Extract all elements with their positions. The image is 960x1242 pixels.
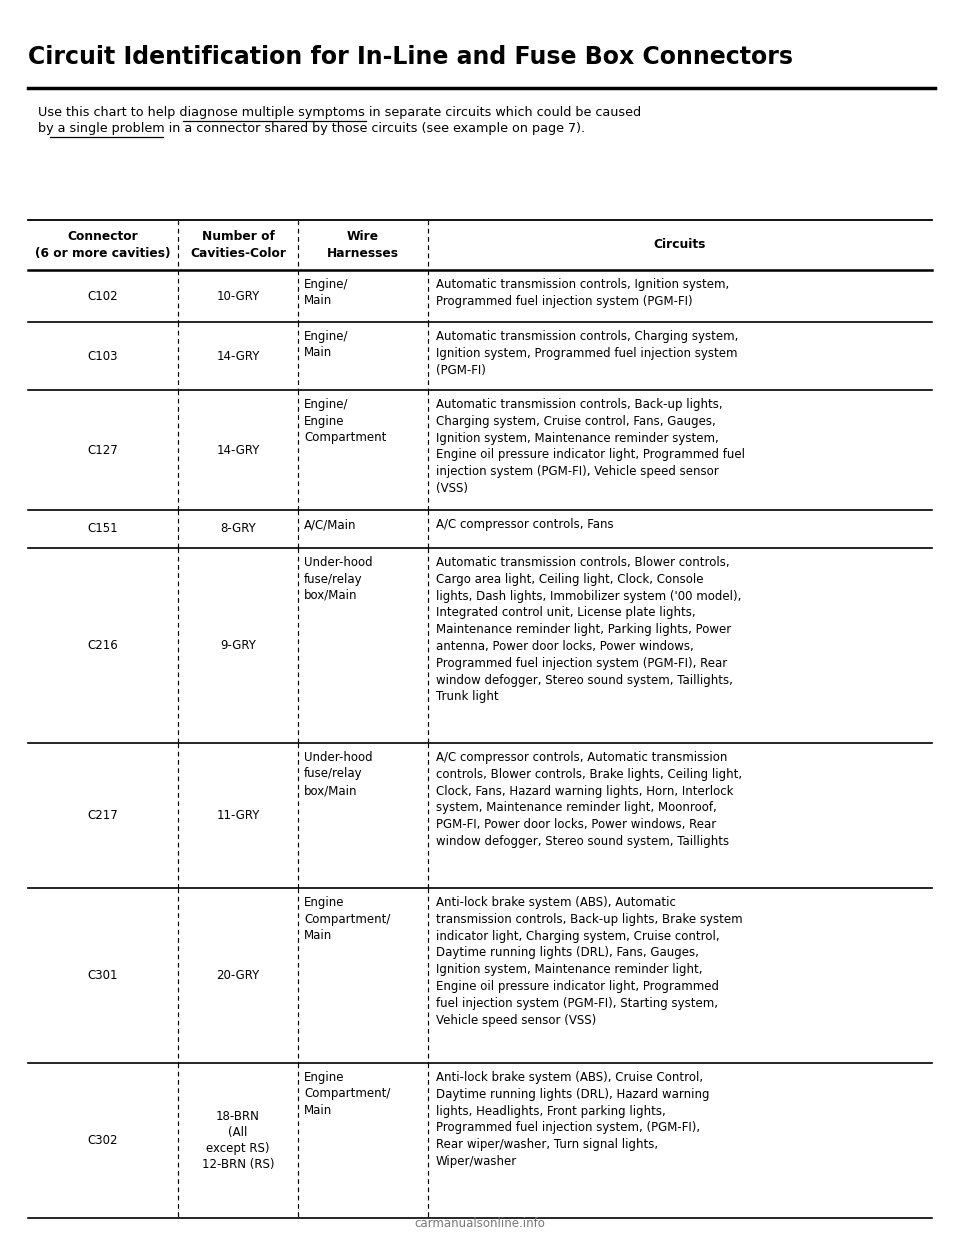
Text: carmanualsonline.info: carmanualsonline.info bbox=[415, 1217, 545, 1230]
Text: Number of
Cavities-Color: Number of Cavities-Color bbox=[190, 230, 286, 260]
Text: Anti-lock brake system (ABS), Automatic
transmission controls, Back-up lights, B: Anti-lock brake system (ABS), Automatic … bbox=[436, 895, 743, 1027]
Text: C217: C217 bbox=[87, 809, 118, 822]
Text: Engine/
Main: Engine/ Main bbox=[304, 330, 348, 359]
Text: 18-BRN
(All
except RS)
12-BRN (RS): 18-BRN (All except RS) 12-BRN (RS) bbox=[202, 1110, 275, 1171]
Text: C216: C216 bbox=[87, 638, 118, 652]
Text: Engine
Compartment/
Main: Engine Compartment/ Main bbox=[304, 1071, 391, 1117]
Text: Engine
Compartment/
Main: Engine Compartment/ Main bbox=[304, 895, 391, 941]
Text: 11-GRY: 11-GRY bbox=[216, 809, 260, 822]
Text: 9-GRY: 9-GRY bbox=[220, 638, 256, 652]
Text: by a single problem in a connector shared by those circuits (see example on page: by a single problem in a connector share… bbox=[38, 122, 586, 135]
Text: A/C compressor controls, Automatic transmission
controls, Blower controls, Brake: A/C compressor controls, Automatic trans… bbox=[436, 751, 742, 848]
Text: Circuits: Circuits bbox=[654, 238, 707, 251]
Text: Circuit Identification for In-Line and Fuse Box Connectors: Circuit Identification for In-Line and F… bbox=[28, 45, 793, 70]
Text: Engine/
Engine
Compartment: Engine/ Engine Compartment bbox=[304, 397, 386, 443]
Text: C127: C127 bbox=[87, 443, 118, 457]
Text: Automatic transmission controls, Blower controls,
Cargo area light, Ceiling ligh: Automatic transmission controls, Blower … bbox=[436, 556, 741, 703]
Text: Engine/
Main: Engine/ Main bbox=[304, 278, 348, 308]
Text: Wire
Harnesses: Wire Harnesses bbox=[327, 230, 399, 260]
Text: A/C/Main: A/C/Main bbox=[304, 518, 356, 532]
Text: Anti-lock brake system (ABS), Cruise Control,
Daytime running lights (DRL), Haza: Anti-lock brake system (ABS), Cruise Con… bbox=[436, 1071, 709, 1167]
Text: A/C compressor controls, Fans: A/C compressor controls, Fans bbox=[436, 518, 613, 532]
Text: C103: C103 bbox=[87, 349, 118, 363]
Text: 20-GRY: 20-GRY bbox=[216, 969, 259, 982]
Text: C102: C102 bbox=[87, 289, 118, 303]
Text: Use this chart to help diagnose multiple symptoms in separate circuits which cou: Use this chart to help diagnose multiple… bbox=[38, 106, 641, 119]
Text: 8-GRY: 8-GRY bbox=[220, 523, 256, 535]
Text: C302: C302 bbox=[87, 1134, 118, 1148]
Text: C151: C151 bbox=[87, 523, 118, 535]
Text: Under-hood
fuse/relay
box/Main: Under-hood fuse/relay box/Main bbox=[304, 751, 372, 797]
Text: 14-GRY: 14-GRY bbox=[216, 443, 260, 457]
Text: 14-GRY: 14-GRY bbox=[216, 349, 260, 363]
Text: Under-hood
fuse/relay
box/Main: Under-hood fuse/relay box/Main bbox=[304, 556, 372, 602]
Text: Connector
(6 or more cavities): Connector (6 or more cavities) bbox=[36, 230, 171, 260]
Text: Automatic transmission controls, Charging system,
Ignition system, Programmed fu: Automatic transmission controls, Chargin… bbox=[436, 330, 738, 376]
Text: Automatic transmission controls, Back-up lights,
Charging system, Cruise control: Automatic transmission controls, Back-up… bbox=[436, 397, 745, 496]
Text: 10-GRY: 10-GRY bbox=[216, 289, 259, 303]
Text: Automatic transmission controls, Ignition system,
Programmed fuel injection syst: Automatic transmission controls, Ignitio… bbox=[436, 278, 730, 308]
Text: C301: C301 bbox=[87, 969, 118, 982]
